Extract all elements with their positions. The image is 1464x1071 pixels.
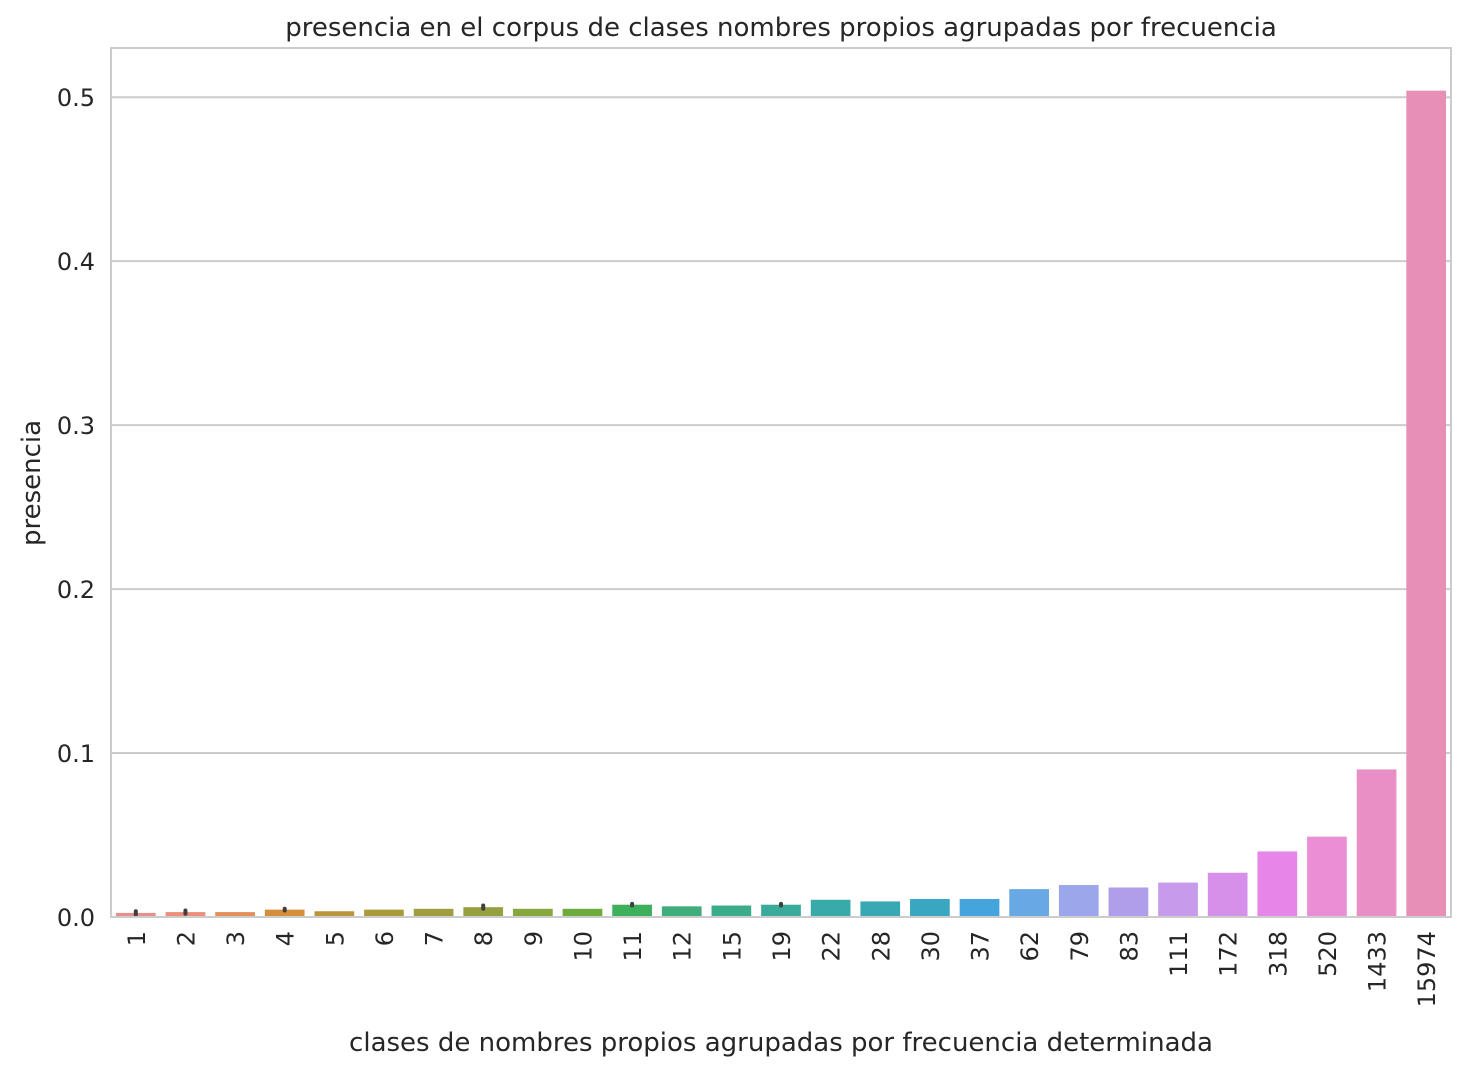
error-bars — [133, 901, 783, 917]
x-tick-label: 15974 — [1413, 931, 1441, 1007]
bar — [1307, 836, 1347, 917]
x-tick-label: 79 — [1066, 931, 1094, 962]
x-tick-label: 19 — [768, 931, 796, 962]
bar — [1158, 882, 1198, 917]
bar — [1009, 889, 1049, 917]
x-tick-label: 1433 — [1364, 931, 1392, 992]
bar — [264, 909, 305, 917]
y-tick-label: 0.2 — [57, 576, 95, 604]
bars — [115, 90, 1447, 917]
x-tick-label: 1 — [123, 931, 151, 946]
x-tick-label: 520 — [1314, 931, 1342, 977]
x-tick-label: 111 — [1165, 931, 1193, 977]
bar — [810, 899, 851, 917]
bar — [1108, 887, 1149, 917]
x-tick-label: 318 — [1264, 931, 1292, 977]
bar — [860, 901, 901, 917]
bar — [1207, 872, 1248, 917]
y-tick-label: 0.1 — [57, 740, 95, 768]
bar — [463, 907, 504, 917]
x-tick-label: 15 — [718, 931, 746, 962]
x-axis-label: clases de nombres propios agrupadas por … — [349, 1028, 1213, 1058]
bar — [612, 904, 652, 917]
x-tick-labels: 1 2 3 4 5 6 7 8 9 10 11 12 15 19 22 28 30 37 62 79 83 111 172 3… — [123, 931, 1441, 1007]
x-tick-label: 8 — [470, 931, 498, 946]
bar — [562, 908, 603, 917]
x-tick-label: 3 — [222, 931, 250, 946]
x-tick-label: 4 — [272, 931, 300, 946]
gridlines — [111, 96, 1451, 918]
bar — [761, 904, 801, 917]
bar — [959, 898, 1000, 917]
x-tick-label: 10 — [569, 931, 597, 962]
y-axis-label: presencia — [17, 420, 47, 546]
y-tick-label: 0.3 — [57, 412, 95, 440]
bar — [1257, 851, 1298, 917]
x-tick-label: 28 — [867, 931, 895, 962]
x-tick-label: 172 — [1215, 931, 1243, 977]
x-tick-label: 9 — [520, 931, 548, 946]
x-tick-label: 37 — [967, 931, 995, 962]
plot-frame — [110, 47, 1452, 918]
x-tick-label: 2 — [172, 931, 200, 946]
bar — [314, 911, 355, 917]
x-tick-label: 7 — [421, 931, 449, 946]
bar — [1058, 885, 1099, 917]
x-tick-label: 62 — [1016, 931, 1044, 962]
y-tick-label: 0.4 — [57, 248, 95, 276]
x-tick-label: 30 — [917, 931, 945, 962]
x-tick-label: 12 — [669, 931, 697, 962]
x-tick-label: 11 — [619, 931, 647, 962]
bar — [1356, 769, 1397, 917]
bar — [661, 906, 702, 917]
x-tick-label: 83 — [1115, 931, 1143, 962]
x-tick-label: 6 — [371, 931, 399, 946]
bar — [910, 898, 950, 917]
y-tick-labels: 0.0 0.1 0.2 0.3 0.4 0.5 — [57, 84, 95, 932]
bar — [215, 912, 255, 917]
x-tick-label: 5 — [321, 931, 349, 946]
y-tick-label: 0.5 — [57, 84, 95, 112]
bar — [364, 909, 404, 917]
chart-title: presencia en el corpus de clases nombres… — [285, 13, 1277, 43]
bar — [711, 905, 752, 917]
bar — [513, 908, 553, 917]
y-tick-label: 0.0 — [57, 904, 95, 932]
bar — [413, 908, 454, 917]
x-tick-label: 22 — [818, 931, 846, 962]
bar — [1406, 90, 1447, 917]
